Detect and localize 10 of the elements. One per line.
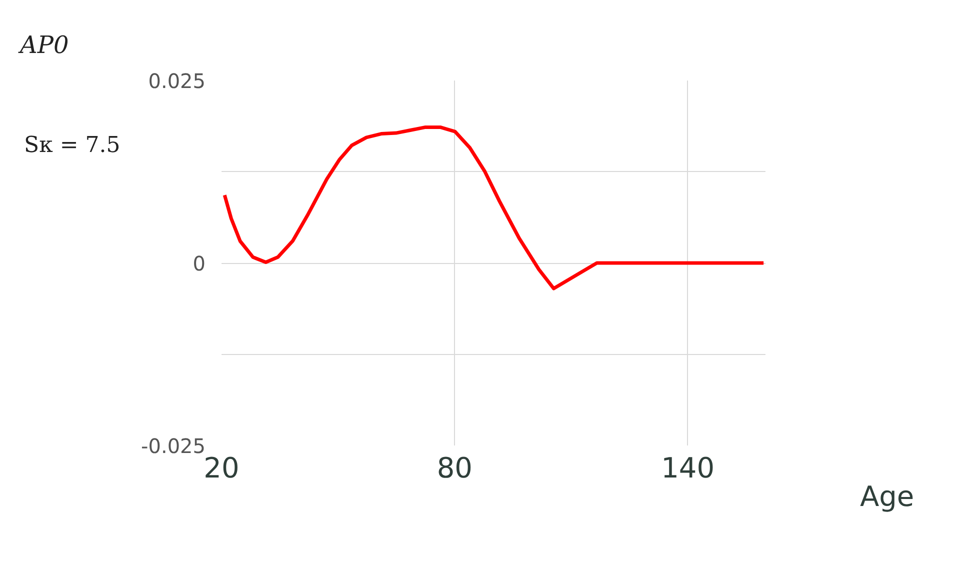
y-tick-label: -0.025 xyxy=(141,434,206,458)
x-tick-label: 140 xyxy=(661,452,715,484)
chart-title: AP0 xyxy=(20,30,69,61)
y-tick-label: 0.025 xyxy=(148,69,206,93)
line-series xyxy=(222,125,766,290)
y-tick-label: 0 xyxy=(192,252,206,276)
text: Sκ = 7.5 xyxy=(24,132,120,160)
x-tick-label: 20 xyxy=(204,452,240,484)
x-axis-title: Age xyxy=(860,479,914,515)
x-tick-label: 80 xyxy=(436,452,472,484)
